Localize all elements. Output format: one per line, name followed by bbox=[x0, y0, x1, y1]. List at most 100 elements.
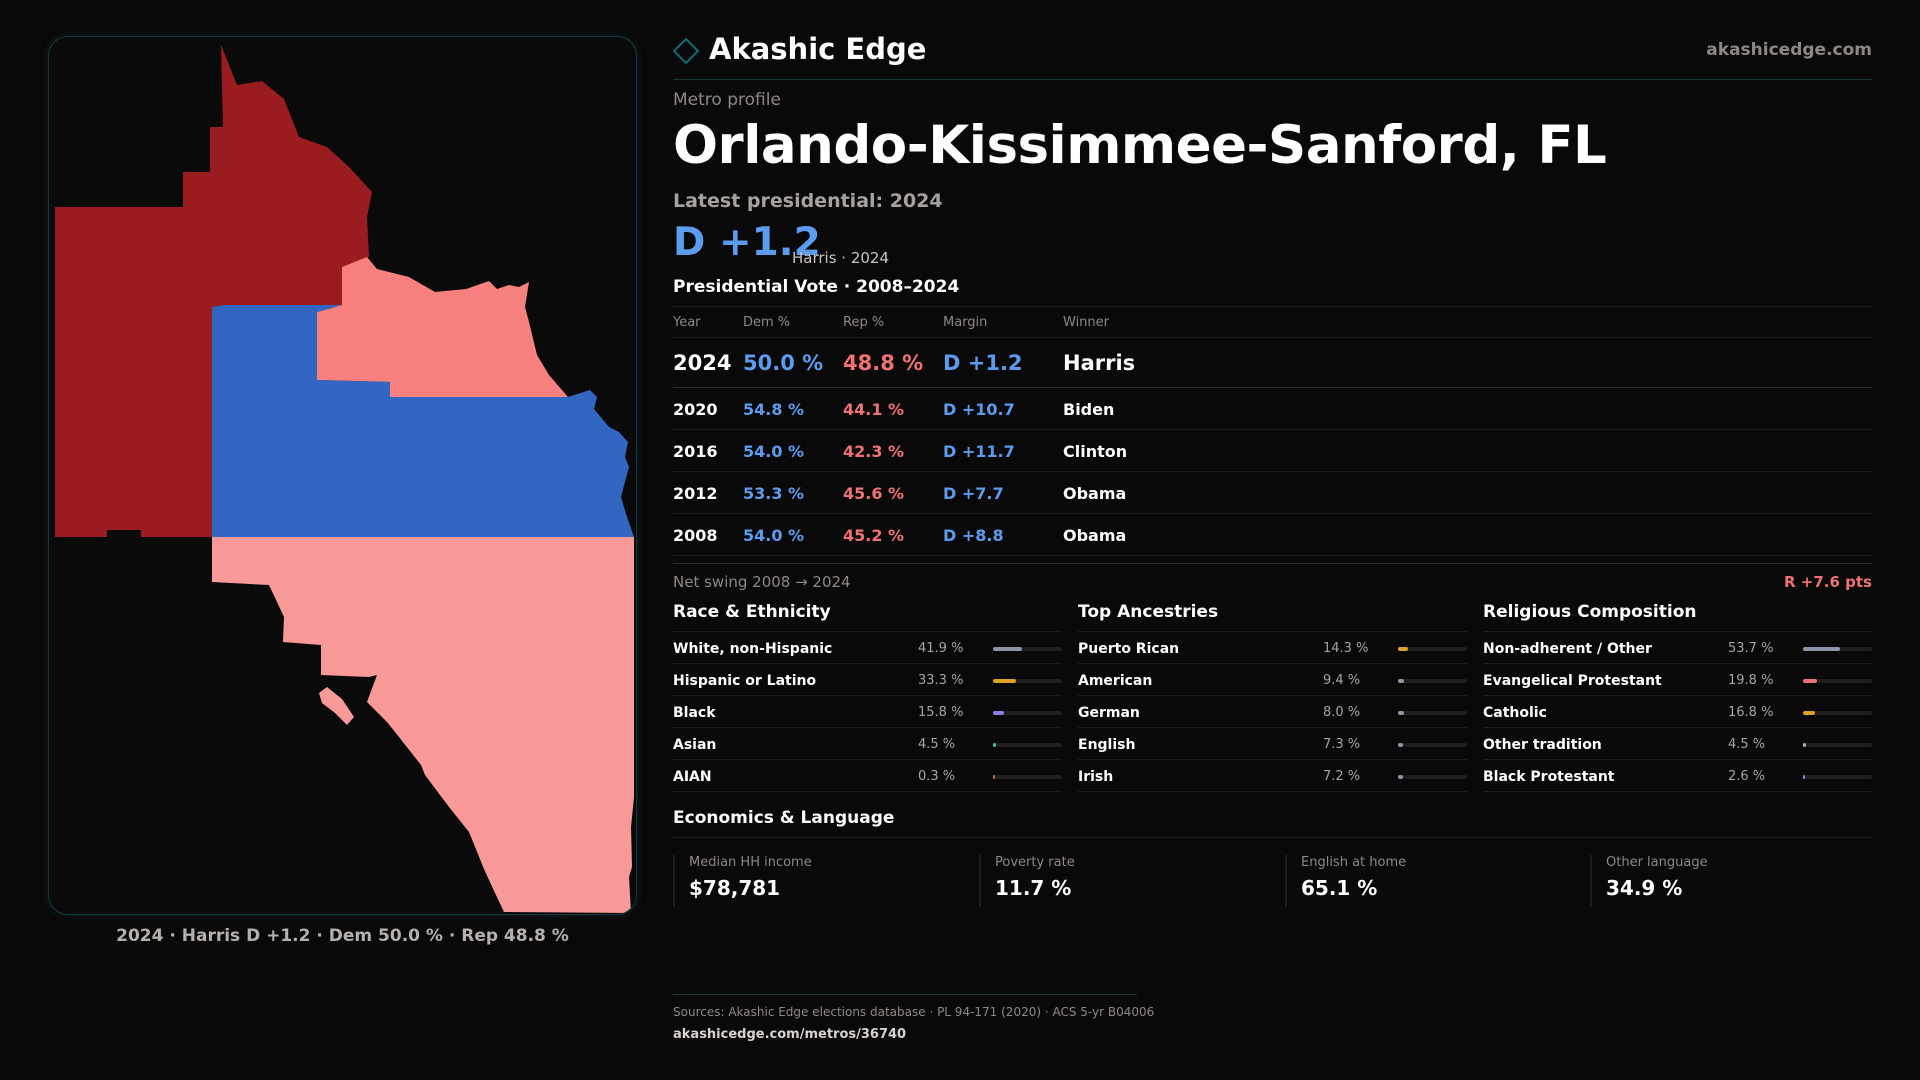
table-row: 2012 53.3 % 45.6 % D +7.7 Obama bbox=[673, 472, 1872, 514]
cell-rep: 45.2 % bbox=[843, 526, 905, 545]
stat-value: 7.2 % bbox=[1323, 769, 1361, 784]
stat-bar bbox=[1803, 679, 1817, 683]
stat-value: 19.8 % bbox=[1728, 673, 1774, 688]
header-winner: Winner bbox=[1063, 315, 1110, 330]
stat-bar bbox=[993, 775, 996, 779]
stat-bar bbox=[993, 743, 997, 747]
page-kicker: Metro profile bbox=[673, 90, 781, 110]
econ-label: Poverty rate bbox=[995, 855, 1075, 870]
table-row: 2016 54.0 % 42.3 % D +11.7 Clinton bbox=[673, 430, 1872, 472]
stat-value: 9.4 % bbox=[1323, 673, 1361, 688]
econ-card-other-language: Other language 34.9 % bbox=[1590, 855, 1880, 907]
county-osceola[interactable] bbox=[212, 537, 634, 913]
county-lake[interactable] bbox=[55, 45, 372, 537]
econ-label: Median HH income bbox=[689, 855, 812, 870]
econ-label: Other language bbox=[1606, 855, 1708, 870]
stat-name: Black bbox=[673, 705, 716, 721]
diamond-logo-icon bbox=[673, 38, 699, 64]
cell-dem: 54.8 % bbox=[743, 400, 805, 419]
stat-bar-track bbox=[1803, 679, 1872, 683]
stat-value: 15.8 % bbox=[918, 705, 964, 720]
latest-winner-subtitle: Harris · 2024 bbox=[792, 249, 890, 267]
stat-name: German bbox=[1078, 705, 1140, 721]
list-item: Irish 7.2 % bbox=[1078, 760, 1467, 792]
header-margin: Margin bbox=[943, 315, 988, 330]
stat-bar bbox=[1398, 711, 1404, 715]
list-item: Black 15.8 % bbox=[673, 696, 1062, 728]
stat-bar-track bbox=[993, 711, 1062, 715]
net-swing-row: Net swing 2008 → 2024 R +7.6 pts bbox=[673, 563, 1872, 593]
stat-name: White, non-Hispanic bbox=[673, 641, 833, 657]
stat-value: 8.0 % bbox=[1323, 705, 1361, 720]
stat-name: Irish bbox=[1078, 769, 1114, 785]
stat-bar-track bbox=[1398, 679, 1467, 683]
stat-value: 16.8 % bbox=[1728, 705, 1774, 720]
sources-text: Sources: Akashic Edge elections database… bbox=[673, 1005, 1155, 1019]
list-item: Evangelical Protestant 19.8 % bbox=[1483, 664, 1872, 696]
cell-year: 2020 bbox=[673, 400, 718, 419]
stat-value: 7.3 % bbox=[1323, 737, 1361, 752]
economics-title: Economics & Language bbox=[673, 808, 1872, 838]
cell-margin: D +11.7 bbox=[943, 442, 1015, 461]
cell-margin: D +8.8 bbox=[943, 526, 1004, 545]
county-osceola-inlet[interactable] bbox=[319, 687, 354, 725]
stat-bar-track bbox=[1803, 743, 1872, 747]
table-row: 2020 54.8 % 44.1 % D +10.7 Biden bbox=[673, 388, 1872, 430]
metro-permalink[interactable]: akashicedge.com/metros/36740 bbox=[673, 1027, 907, 1042]
econ-card-income: Median HH income $78,781 bbox=[673, 855, 963, 907]
ancestries-title: Top Ancestries bbox=[1078, 602, 1467, 632]
econ-value: 11.7 % bbox=[995, 876, 1072, 900]
latest-presidential-label: Latest presidential: 2024 bbox=[673, 190, 943, 212]
brand-header: Akashic Edge akashicedge.com bbox=[673, 32, 1872, 80]
list-item: Other tradition 4.5 % bbox=[1483, 728, 1872, 760]
net-swing-label: Net swing 2008 → 2024 bbox=[673, 573, 851, 591]
brand-name: Akashic Edge bbox=[709, 32, 927, 66]
list-item: White, non-Hispanic 41.9 % bbox=[673, 632, 1062, 664]
stat-name: Evangelical Protestant bbox=[1483, 673, 1662, 689]
cell-margin: D +10.7 bbox=[943, 400, 1015, 419]
stat-name: Black Protestant bbox=[1483, 769, 1615, 785]
econ-value: 34.9 % bbox=[1606, 876, 1683, 900]
list-item: Hispanic or Latino 33.3 % bbox=[673, 664, 1062, 696]
stat-bar bbox=[1803, 711, 1815, 715]
cell-winner: Obama bbox=[1063, 484, 1127, 503]
cell-rep: 45.6 % bbox=[843, 484, 905, 503]
stat-bar bbox=[993, 679, 1016, 683]
cell-rep: 42.3 % bbox=[843, 442, 905, 461]
econ-value: 65.1 % bbox=[1301, 876, 1378, 900]
stat-bar bbox=[1803, 775, 1806, 779]
religion-title: Religious Composition bbox=[1483, 602, 1872, 632]
list-item: German 8.0 % bbox=[1078, 696, 1467, 728]
stat-name: Puerto Rican bbox=[1078, 641, 1180, 657]
list-item: English 7.3 % bbox=[1078, 728, 1467, 760]
cell-year: 2008 bbox=[673, 526, 718, 545]
cell-dem: 53.3 % bbox=[743, 484, 805, 503]
stat-bar-track bbox=[1803, 711, 1872, 715]
cell-winner: Harris bbox=[1063, 351, 1136, 375]
metro-county-map bbox=[55, 45, 634, 913]
county-orange[interactable] bbox=[212, 305, 634, 537]
cell-dem: 54.0 % bbox=[743, 442, 805, 461]
metro-map-panel bbox=[48, 36, 637, 915]
stat-value: 33.3 % bbox=[918, 673, 964, 688]
stat-bar bbox=[1803, 647, 1841, 651]
list-item: Black Protestant 2.6 % bbox=[1483, 760, 1872, 792]
brand-url-link[interactable]: akashicedge.com bbox=[1706, 40, 1872, 60]
stat-bar-track bbox=[993, 743, 1062, 747]
stat-bar-track bbox=[993, 647, 1062, 651]
net-swing-value: R +7.6 pts bbox=[1784, 573, 1872, 591]
econ-label: English at home bbox=[1301, 855, 1407, 870]
cell-winner: Biden bbox=[1063, 400, 1115, 419]
stat-name: AIAN bbox=[673, 769, 712, 785]
stat-bar bbox=[993, 647, 1022, 651]
stat-value: 14.3 % bbox=[1323, 641, 1369, 656]
stat-bar-track bbox=[1803, 647, 1872, 651]
stat-value: 53.7 % bbox=[1728, 641, 1774, 656]
stat-name: Hispanic or Latino bbox=[673, 673, 817, 689]
county-seminole[interactable] bbox=[317, 257, 568, 397]
stat-value: 41.9 % bbox=[918, 641, 964, 656]
stat-bar-track bbox=[1398, 743, 1467, 747]
stat-value: 4.5 % bbox=[918, 737, 956, 752]
stat-name: English bbox=[1078, 737, 1136, 753]
table-row: 2024 50.0 % 48.8 % D +1.2 Harris bbox=[673, 338, 1872, 388]
